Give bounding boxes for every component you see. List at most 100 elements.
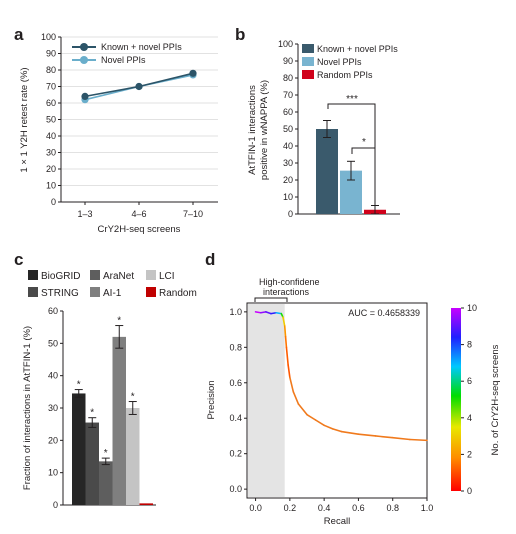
- panel-c-label: c: [14, 250, 23, 269]
- d-x-tick-label: 1.0: [421, 503, 434, 513]
- d-x-tick-label: 0.6: [352, 503, 365, 513]
- d-y-tick-label: 0.4: [229, 413, 242, 423]
- panel-d: 0.0 0.2 0.4 0.6 0.8 1.0 0.0 0.2 0.4 0.6 0.8 1.0 Re…: [206, 277, 501, 527]
- a-y-tick-label: 90: [46, 49, 56, 59]
- c-sig-marker: *: [90, 408, 94, 419]
- a-y-tick-label: 70: [46, 82, 56, 92]
- b-legend-novel-label: Novel PPIs: [317, 57, 362, 67]
- c-legend-ai1-label: AI-1: [103, 288, 122, 299]
- a-y-tick-label: 0: [51, 197, 56, 207]
- b-bracket-1: [327, 103, 376, 209]
- b-legend-novel-swatch: [302, 57, 314, 66]
- c-legend: BioGRID AraNet LCI STRING AI-1 Random: [28, 270, 197, 299]
- a-legend-novel-label: Novel PPIs: [101, 55, 146, 65]
- c-legend-biogrid-label: BioGRID: [41, 271, 80, 282]
- a-legend-known-label: Known + novel PPIs: [101, 42, 182, 52]
- d-curve-segment: [297, 403, 308, 416]
- a-y-tick-label: 100: [41, 32, 56, 42]
- b-legend-random-swatch: [302, 70, 314, 79]
- c-legend-lci-swatch: [146, 270, 156, 280]
- d-x-tick-label: 0.4: [318, 503, 331, 513]
- d-curve-segment: [259, 311, 267, 314]
- panel-b: 0 10 20 30 40 50 60 70 80 90 100 AtTFIN-1 interact…: [247, 39, 400, 219]
- b-legend-known-swatch: [302, 44, 314, 53]
- panel-a: 0 10 20 30 40 50 60 70 80 90 100 1–3 4–6 7–10 1 × 1 …: [19, 32, 218, 235]
- d-colorbar-tick-label: 10: [467, 303, 477, 313]
- panel-c: BioGRID AraNet LCI STRING AI-1 Random 0 1…: [22, 270, 197, 510]
- b-significance: *** *: [327, 94, 376, 209]
- c-y-tick-label: 60: [48, 306, 58, 316]
- d-colorbar-label: No. of CrY2H-seq screens: [490, 344, 501, 455]
- d-curve-segment: [289, 376, 295, 393]
- a-x-tick-label: 7–10: [183, 209, 203, 219]
- c-legend-string-label: STRING: [41, 288, 79, 299]
- b-y-tick-label: 50: [283, 124, 293, 134]
- d-curve-segment: [284, 335, 288, 349]
- a-point-0: [81, 92, 89, 100]
- d-highlight-bracket: [254, 297, 288, 302]
- d-highlight-region: [248, 304, 285, 497]
- b-bracket-2: [351, 147, 376, 154]
- c-y-tick-label: 20: [48, 435, 58, 445]
- c-sig-marker: *: [77, 380, 81, 391]
- c-y-tick-label: 40: [48, 371, 58, 381]
- b-bar: [340, 170, 362, 214]
- c-bar: [99, 461, 113, 505]
- d-curve-segment: [340, 430, 360, 435]
- c-y-tick-label: 0: [53, 500, 58, 510]
- d-curve-segment: [283, 325, 287, 338]
- d-curve-segment: [287, 364, 291, 379]
- c-legend-aranet-label: AraNet: [103, 271, 134, 282]
- d-curve-segment: [357, 433, 377, 437]
- b-legend: Known + novel PPIs Novel PPIs Random PPI…: [302, 44, 398, 80]
- c-legend-lci-label: LCI: [159, 271, 175, 282]
- c-bar: [126, 408, 140, 505]
- a-y-label: 1 × 1 Y2H retest rate (%): [19, 67, 30, 172]
- c-bar: [112, 336, 126, 505]
- d-x-tick-label: 0.0: [249, 503, 262, 513]
- b-y-tick-label: 20: [283, 175, 293, 185]
- a-y-tick-label: 40: [46, 131, 56, 141]
- c-sig-marker: *: [104, 448, 108, 459]
- d-y-tick-label: 0.2: [229, 449, 242, 459]
- d-curve-segment: [265, 311, 272, 315]
- a-legend: Known + novel PPIs Novel PPIs: [72, 42, 182, 65]
- d-colorbar-tick-label: 6: [467, 376, 472, 386]
- b-legend-known-label: Known + novel PPIs: [317, 44, 398, 54]
- c-y-tick-label: 50: [48, 338, 58, 348]
- a-y-tick-label: 60: [46, 98, 56, 108]
- d-curve-segment: [282, 316, 286, 327]
- a-legend-known-marker: [80, 43, 88, 51]
- d-y-tick-label: 0.6: [229, 378, 242, 388]
- d-x-label: Recall: [324, 516, 350, 527]
- b-y-tick-label: 60: [283, 107, 293, 117]
- c-legend-random-swatch: [146, 287, 156, 297]
- d-highlight-label-1: High-confidene: [259, 277, 320, 287]
- b-y-tick-label: 0: [288, 209, 293, 219]
- d-curve-segment: [275, 311, 283, 315]
- b-y-label-line2: positive in wNAPPA (%): [259, 80, 270, 180]
- d-y-tick-label: 0.8: [229, 342, 242, 352]
- a-x-tick-label: 1–3: [77, 209, 92, 219]
- panel-a-label: a: [14, 25, 24, 44]
- a-point-0: [189, 69, 197, 77]
- d-curve-segment: [409, 438, 428, 442]
- b-y-tick-label: 90: [283, 56, 293, 66]
- d-curve-segment: [292, 390, 300, 405]
- d-curve-segment: [374, 435, 394, 439]
- d-colorbar: 0 2 4 6 8 10 No. of CrY2H-seq screens: [451, 303, 501, 496]
- d-curve-segment: [323, 424, 334, 430]
- d-x-tick-label: 0.8: [386, 503, 399, 513]
- b-y-tick-label: 80: [283, 73, 293, 83]
- c-sig-marker: *: [117, 316, 121, 327]
- b-y-tick-label: 40: [283, 141, 293, 151]
- d-plot-frame: [246, 302, 428, 499]
- b-y-tick-label: 30: [283, 158, 293, 168]
- d-colorbar-tick-label: 2: [467, 449, 472, 459]
- b-legend-random-label: Random PPIs: [317, 70, 373, 80]
- c-y-tick-label: 10: [48, 468, 58, 478]
- d-colorbar-gradient: [451, 308, 461, 491]
- panel-d-label: d: [205, 250, 215, 269]
- b-y-label-line1: AtTFIN-1 interactions: [247, 85, 258, 175]
